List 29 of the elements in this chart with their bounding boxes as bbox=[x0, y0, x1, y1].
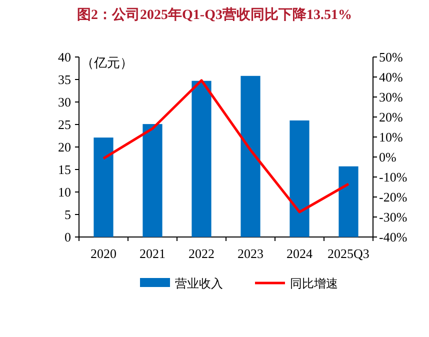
y2tick: 40% bbox=[379, 70, 403, 84]
y2tick: 10% bbox=[379, 130, 403, 144]
ytick: 30 bbox=[58, 94, 71, 110]
y2tick: -40% bbox=[379, 230, 408, 244]
ylabel: （亿元） bbox=[81, 55, 133, 70]
y2tick: -10% bbox=[379, 170, 408, 184]
ytick: 15 bbox=[58, 162, 71, 177]
ytick: 25 bbox=[58, 117, 71, 132]
ytick: 40 bbox=[58, 50, 71, 64]
ytick: 20 bbox=[58, 140, 71, 154]
ytick: 35 bbox=[58, 72, 71, 87]
ytick: 10 bbox=[58, 184, 71, 200]
title: 图2：公司2025年Q1-Q3营收同比下降13.51% bbox=[77, 8, 352, 23]
ytick: 5 bbox=[64, 207, 71, 222]
legend-label: 营业收入 bbox=[175, 276, 223, 290]
xtick: 2023 bbox=[238, 246, 264, 261]
y2tick: -20% bbox=[379, 190, 408, 204]
ytick: 0 bbox=[64, 230, 71, 244]
y2tick: 0% bbox=[379, 150, 396, 164]
y2tick: 50% bbox=[379, 50, 403, 64]
y2tick: 20% bbox=[379, 110, 403, 124]
y2tick: -30% bbox=[379, 210, 408, 224]
xtick: 2022 bbox=[188, 246, 214, 261]
y2tick: 30% bbox=[379, 90, 403, 104]
xtick: 2020 bbox=[90, 246, 116, 261]
xtick: 2024 bbox=[286, 246, 312, 261]
xtick: 2021 bbox=[140, 246, 166, 261]
legend-label: 同比增速 bbox=[290, 276, 338, 290]
xtick: 2025Q3 bbox=[328, 246, 370, 261]
